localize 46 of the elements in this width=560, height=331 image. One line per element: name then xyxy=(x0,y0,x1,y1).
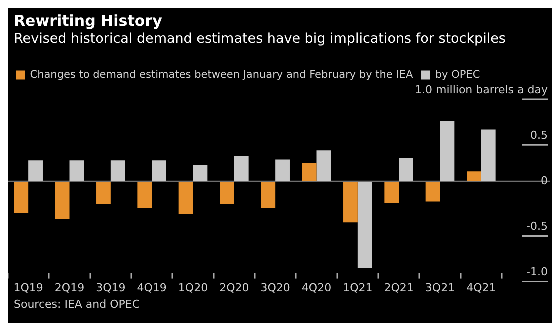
bar xyxy=(220,182,234,204)
y-tick-label: 1.0 million barrels a day xyxy=(415,83,548,96)
source-note: Sources: IEA and OPEC xyxy=(13,298,142,311)
x-tick-label: 1Q21 xyxy=(343,281,373,294)
x-tick-label: 2Q21 xyxy=(384,281,414,294)
legend-label: Changes to demand estimates between January and February by the IEA xyxy=(30,68,414,81)
y-tick-label: 0 xyxy=(541,174,548,188)
x-tick-label: 4Q21 xyxy=(466,281,496,294)
bar xyxy=(70,160,84,182)
bar xyxy=(234,156,249,182)
chart-title: Rewriting History xyxy=(13,12,164,30)
bar xyxy=(28,160,43,182)
x-tick-label: 3Q20 xyxy=(260,281,290,294)
bar xyxy=(152,160,166,182)
x-tick-label: 3Q19 xyxy=(96,281,126,294)
x-tick-label: 4Q20 xyxy=(302,281,332,294)
bar xyxy=(440,121,455,182)
bar xyxy=(178,182,194,214)
x-tick-label: 3Q21 xyxy=(425,281,456,294)
y-tick-label: -1.0 xyxy=(526,266,548,279)
bar xyxy=(276,160,290,182)
bar xyxy=(467,172,482,182)
x-tick-label: 1Q19 xyxy=(14,281,44,294)
chart-subtitle: Revised historical demand estimates have big implications for stockpiles xyxy=(13,30,507,48)
bar xyxy=(55,182,70,220)
bar xyxy=(110,160,126,182)
bar xyxy=(481,130,496,182)
bar xyxy=(193,165,208,182)
x-tick-label: 2Q19 xyxy=(54,281,85,294)
bar xyxy=(96,182,111,204)
bar xyxy=(261,182,276,208)
bar xyxy=(426,182,440,202)
legend-label: by OPEC xyxy=(435,68,480,81)
bar xyxy=(302,163,317,182)
bar xyxy=(14,182,29,214)
bar xyxy=(316,150,332,182)
x-tick-label: 1Q20 xyxy=(178,281,208,294)
x-tick-label: 4Q19 xyxy=(137,281,167,294)
bar xyxy=(138,182,152,208)
bar xyxy=(344,182,358,223)
y-tick-label: -0.5 xyxy=(526,220,548,234)
y-tick-label: 0.5 xyxy=(530,128,548,142)
bar xyxy=(384,182,400,204)
bar xyxy=(399,158,414,182)
bar xyxy=(358,182,372,268)
x-tick-label: 2Q20 xyxy=(220,281,250,294)
